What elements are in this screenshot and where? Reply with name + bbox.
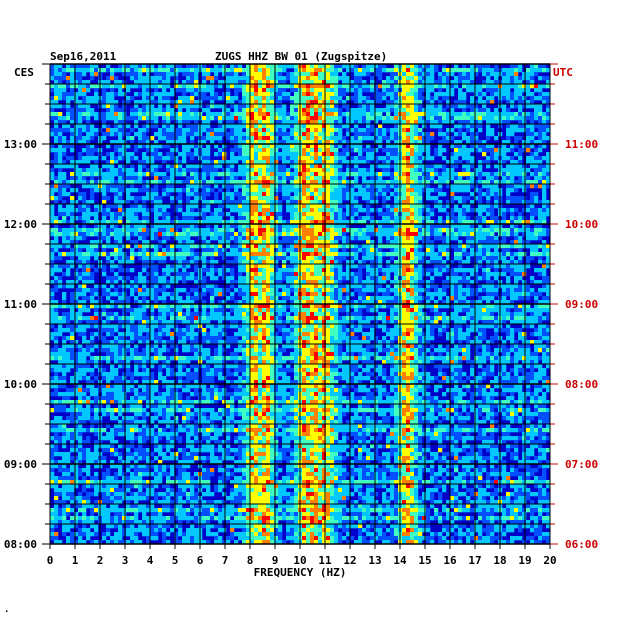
x-tick-label: 8 bbox=[247, 554, 254, 567]
spectrogram-cells bbox=[50, 64, 551, 545]
left-time-label: 08:00 bbox=[4, 538, 37, 551]
x-tick-label: 9 bbox=[272, 554, 279, 567]
x-tick-label: 7 bbox=[222, 554, 229, 567]
chart-date: Sep16,2011 bbox=[50, 50, 117, 63]
x-tick-label: 1 bbox=[72, 554, 79, 567]
right-time-label: 07:00 bbox=[565, 458, 598, 471]
right-time-label: 06:00 bbox=[565, 538, 598, 551]
x-tick-label: 17 bbox=[468, 554, 481, 567]
left-time-label: 11:00 bbox=[4, 298, 37, 311]
chart-title: ZUGS HHZ BW 01 (Zugspitze) bbox=[215, 50, 387, 63]
right-time-label: 10:00 bbox=[565, 218, 598, 231]
x-tick-label: 20 bbox=[543, 554, 556, 567]
right-axis-label: UTC bbox=[553, 66, 573, 79]
axes: 0 1 2 3 4 5 6 7 8 9 10 11 12 13 14 15 16 17 18 19 2008:0009:… bbox=[4, 63, 598, 567]
right-time-label: 09:00 bbox=[565, 298, 598, 311]
x-tick-label: 19 bbox=[518, 554, 531, 567]
x-tick-label: 6 bbox=[197, 554, 204, 567]
grid-lines bbox=[49, 63, 551, 545]
x-tick-label: 5 bbox=[172, 554, 179, 567]
right-time-label: 08:00 bbox=[565, 378, 598, 391]
x-tick-label: 4 bbox=[147, 554, 154, 567]
left-time-label: 09:00 bbox=[4, 458, 37, 471]
x-tick-label: 14 bbox=[393, 554, 407, 567]
x-tick-label: 15 bbox=[418, 554, 431, 567]
left-time-label: 13:00 bbox=[4, 138, 37, 151]
footer-mark: . bbox=[4, 605, 9, 615]
x-tick-label: 11 bbox=[318, 554, 332, 567]
left-time-label: 10:00 bbox=[4, 378, 37, 391]
x-tick-label: 12 bbox=[343, 554, 356, 567]
x-tick-label: 2 bbox=[97, 554, 104, 567]
x-tick-label: 3 bbox=[122, 554, 129, 567]
left-time-label: 12:00 bbox=[4, 218, 37, 231]
left-axis-label: CES bbox=[14, 66, 34, 79]
x-axis-label: FREQUENCY (HZ) bbox=[254, 566, 347, 579]
x-tick-label: 13 bbox=[368, 554, 381, 567]
right-time-label: 11:00 bbox=[565, 138, 598, 151]
x-tick-label: 18 bbox=[493, 554, 506, 567]
x-tick-label: 16 bbox=[443, 554, 457, 567]
x-tick-label: 0 bbox=[47, 554, 54, 567]
x-tick-label: 10 bbox=[293, 554, 306, 567]
